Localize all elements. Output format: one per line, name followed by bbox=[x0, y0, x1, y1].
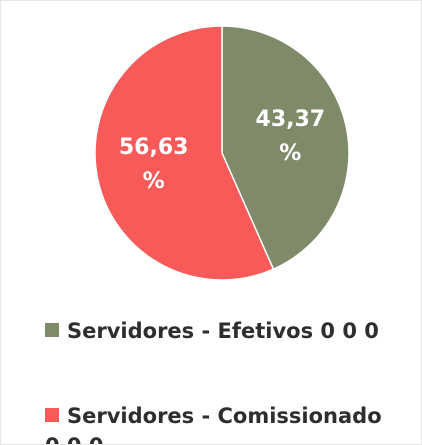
legend-swatch bbox=[45, 408, 59, 422]
legend-label: Servidores - Comissionado 0 0 0 bbox=[45, 404, 382, 444]
legend-item: Servidores - Efetivos 0 0 0 bbox=[45, 316, 385, 346]
legend-item: Servidores - Comissionado 0 0 0 bbox=[45, 401, 385, 444]
data-label: 56,63 % bbox=[118, 135, 189, 195]
data-label: 43,37 % bbox=[255, 106, 326, 166]
pie-slice bbox=[221, 25, 350, 271]
legend-swatch bbox=[45, 323, 59, 337]
pie-slice bbox=[94, 25, 275, 281]
legend-label: Servidores - Efetivos 0 0 0 bbox=[67, 319, 379, 343]
